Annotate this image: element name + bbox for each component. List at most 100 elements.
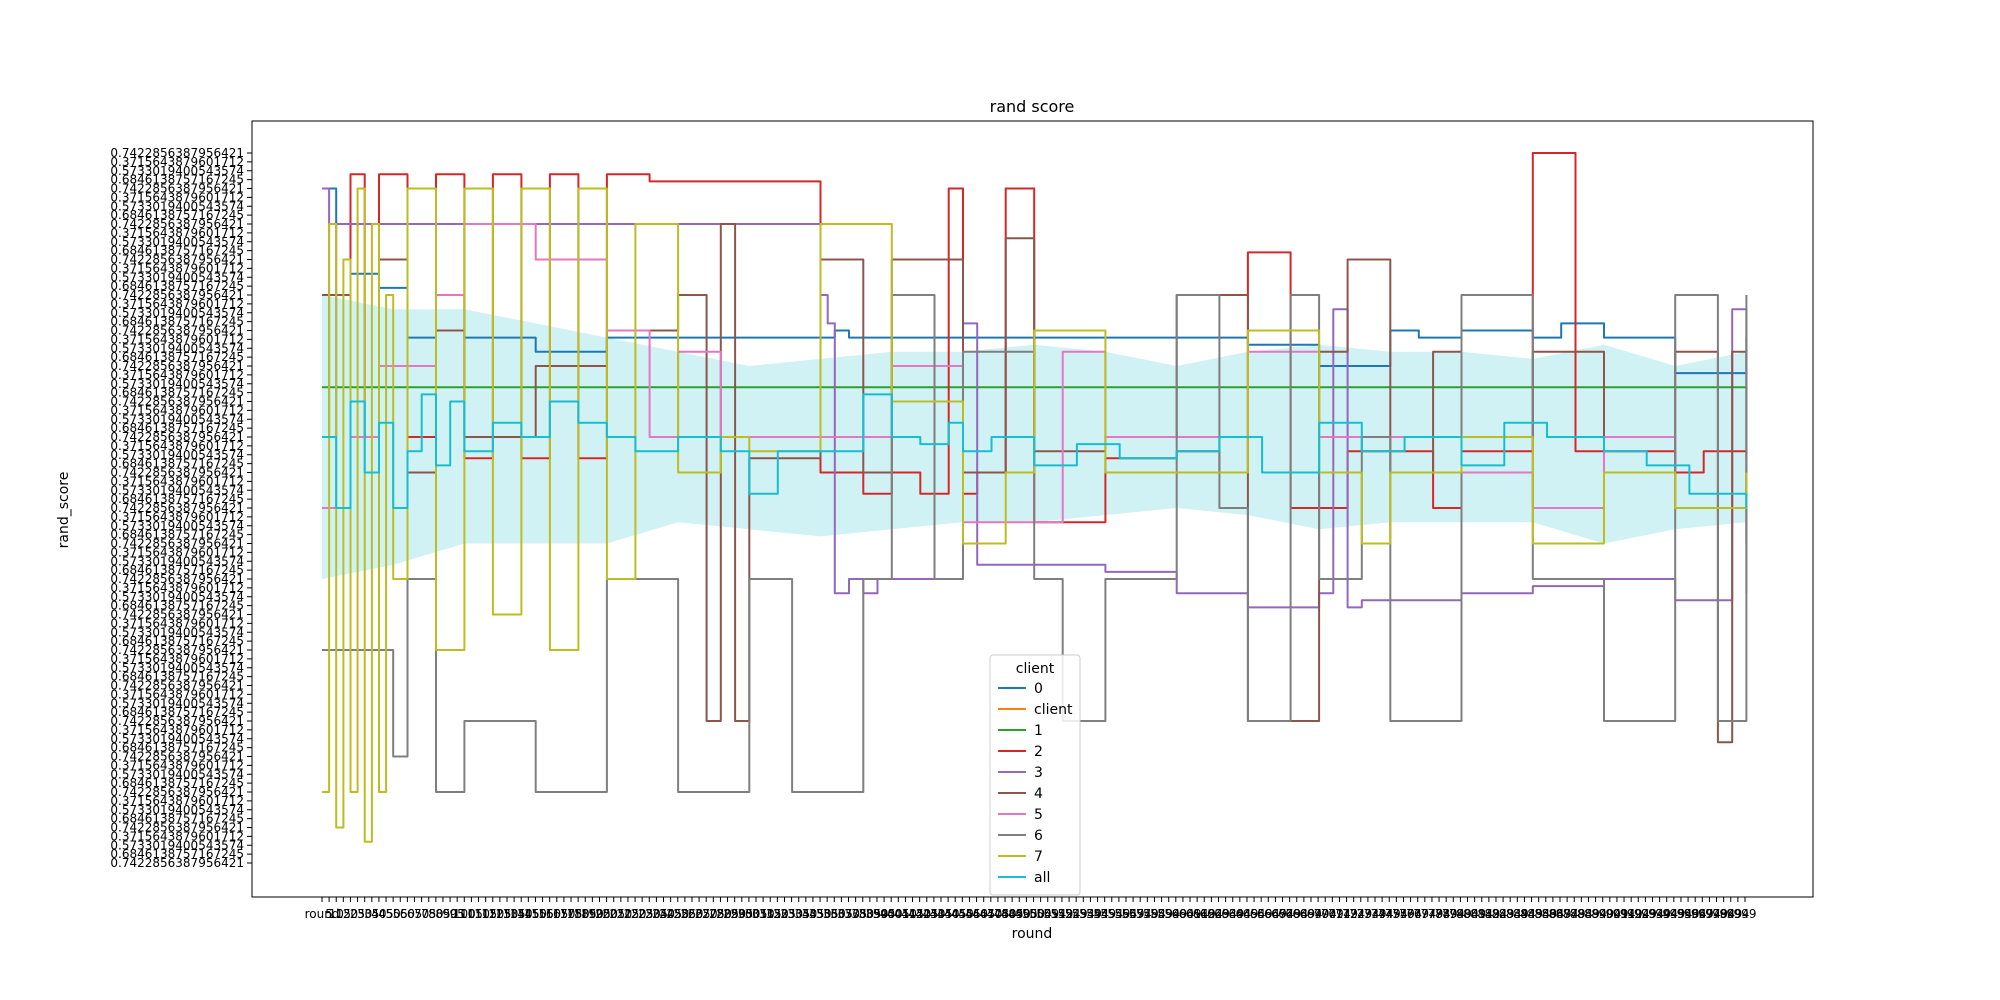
y-tick-label: 0.6846138757167245 xyxy=(110,741,244,755)
x-tick-label: 410 xyxy=(894,907,917,921)
axes-frame xyxy=(251,120,1814,898)
legend-label-5: 5 xyxy=(1034,807,1043,823)
x-tick-label: 195 xyxy=(588,907,611,921)
x-tick-label: 440 xyxy=(937,907,960,921)
x-tick-label: 689 xyxy=(1292,907,1315,921)
y-tick-label: 0.6846138757167245 xyxy=(110,634,244,648)
x-tick-label: 140 xyxy=(510,907,533,921)
x-tick-label: 110 xyxy=(467,907,490,921)
x-tick-label: 979 xyxy=(1705,907,1728,921)
y-tick-label: 0.6846138757167245 xyxy=(110,244,244,258)
legend-title: client xyxy=(1016,661,1055,677)
y-tick-label: 0.6846138757167245 xyxy=(110,599,244,613)
x-tick-label: 60 xyxy=(400,907,415,921)
y-tick-label: 0.3715643879601712 xyxy=(110,190,244,204)
x-tick-label: 375 xyxy=(844,907,867,921)
x-tick-label: 300 xyxy=(737,907,760,921)
x-tick-label: 295 xyxy=(730,907,753,921)
x-tick-label: 325 xyxy=(773,907,796,921)
x-tick-label: 959 xyxy=(1677,907,1700,921)
y-tick-label: 0.6846138757167245 xyxy=(110,173,244,187)
y-tick-label: 0.7422856387956421 xyxy=(110,856,244,870)
x-tick-label: 864 xyxy=(1541,907,1564,921)
x-tick-label: 924 xyxy=(1627,907,1650,921)
x-tick-label: 734 xyxy=(1356,907,1379,921)
x-tick-label: 290 xyxy=(723,907,746,921)
y-tick-label: 0.7422856387956421 xyxy=(110,466,244,480)
legend-label-all: all xyxy=(1034,870,1050,886)
y-tick-label: 0.3715643879601712 xyxy=(110,155,244,169)
x-tick-label: 200 xyxy=(595,907,618,921)
x-tick-label: 45 xyxy=(378,907,393,921)
x-tick-label: 724 xyxy=(1342,907,1365,921)
x-tick-label: 150 xyxy=(524,907,547,921)
x-tick-label: 500 xyxy=(1022,907,1045,921)
x-tick-label: 814 xyxy=(1470,907,1493,921)
x-tick-label: 365 xyxy=(830,907,853,921)
y-tick-label: 0.5733019400543574 xyxy=(110,732,244,746)
y-tick-label: 0.5733019400543574 xyxy=(110,803,244,817)
x-tick-label: 554 xyxy=(1100,907,1123,921)
x-tick-label: 849 xyxy=(1520,907,1543,921)
x-tick-label: 694 xyxy=(1300,907,1323,921)
series-line-6 xyxy=(322,294,1748,793)
y-tick-label: 0.5733019400543574 xyxy=(110,519,244,533)
x-tick-label: 250 xyxy=(666,907,689,921)
x-tick-label: 475 xyxy=(986,907,1009,921)
x-tick-label: 569 xyxy=(1122,907,1145,921)
x-tick-label: 465 xyxy=(972,907,995,921)
y-tick-label: 0.5733019400543574 xyxy=(110,164,244,178)
y-tick-label: 0.6846138757167245 xyxy=(110,386,244,400)
x-tick-label: 639 xyxy=(1221,907,1244,921)
x-tick-label: 739 xyxy=(1364,907,1387,921)
x-tick-label: 779 xyxy=(1420,907,1443,921)
y-tick-label: 0.6846138757167245 xyxy=(110,563,244,577)
y-tick-label: 0.3715643879601712 xyxy=(110,510,244,524)
y-tick-label: 0.7422856387956421 xyxy=(110,679,244,693)
y-tick-label: 0.3715643879601712 xyxy=(110,226,244,240)
y-tick-label: 0.3715643879601712 xyxy=(110,297,244,311)
x-tick-label: 285 xyxy=(716,907,739,921)
x-tick-label: 939 xyxy=(1648,907,1671,921)
x-tick-label: 260 xyxy=(681,907,704,921)
y-tick-label: 0.7422856387956421 xyxy=(110,643,244,657)
x-tick-label: 759 xyxy=(1392,907,1415,921)
y-tick-label: 0.5733019400543574 xyxy=(110,412,244,426)
x-tick-label: 929 xyxy=(1634,907,1657,921)
series-line-3 xyxy=(322,187,1748,609)
y-tick-label: 0.7422856387956421 xyxy=(110,821,244,835)
x-tick-label: 904 xyxy=(1598,907,1621,921)
x-tick-label: 450 xyxy=(951,907,974,921)
x-tick-label: 509 xyxy=(1036,907,1059,921)
x-tick-label: 70 xyxy=(414,907,429,921)
x-tick-label: 614 xyxy=(1186,907,1209,921)
y-tick-label: 0.7422856387956421 xyxy=(110,608,244,622)
x-tick-label: 784 xyxy=(1428,907,1451,921)
x-tick-label: 519 xyxy=(1051,907,1074,921)
x-tick-label: 430 xyxy=(922,907,945,921)
x-tick-label: 834 xyxy=(1499,907,1522,921)
x-tick-label: 235 xyxy=(645,907,668,921)
x-tick-label: 330 xyxy=(780,907,803,921)
y-tick-label: 0.7422856387956421 xyxy=(110,253,244,267)
x-tick-label: 624 xyxy=(1200,907,1223,921)
x-tick-label: 95 xyxy=(450,907,465,921)
x-tick-label: 839 xyxy=(1506,907,1529,921)
x-tick-label: 819 xyxy=(1477,907,1500,921)
x-tick-label: 160 xyxy=(538,907,561,921)
y-tick-label: 0.5733019400543574 xyxy=(110,377,244,391)
y-tick-label: 0.6846138757167245 xyxy=(110,279,244,293)
x-tick-label: 594 xyxy=(1157,907,1180,921)
x-tick-label: 490 xyxy=(1008,907,1031,921)
y-tick-label: 0.3715643879601712 xyxy=(110,261,244,275)
y-axis-ticks: 0.74228563879564210.68461387571672450.57… xyxy=(110,146,252,870)
x-tick-label: 340 xyxy=(794,907,817,921)
x-tick-label: 400 xyxy=(880,907,903,921)
x-tick-label: 629 xyxy=(1207,907,1230,921)
y-tick-label: 0.6846138757167245 xyxy=(110,315,244,329)
x-tick-label: 989 xyxy=(1719,907,1742,921)
y-tick-label: 0.5733019400543574 xyxy=(110,661,244,675)
x-tick-label: 914 xyxy=(1613,907,1636,921)
x-tick-label: 350 xyxy=(809,907,832,921)
x-tick-label: 969 xyxy=(1691,907,1714,921)
